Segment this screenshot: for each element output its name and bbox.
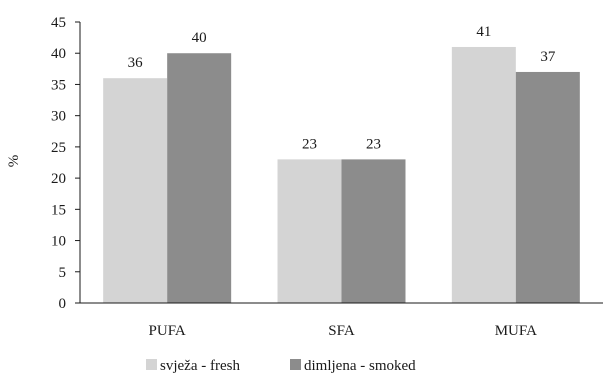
y-tick-label: 45 xyxy=(51,15,66,31)
y-tick-label: 35 xyxy=(51,77,66,93)
y-axis-ticks: 0 5 10 15 20 25 30 35 40 45 xyxy=(51,15,80,312)
bar-sfa-smoked xyxy=(341,159,406,303)
y-axis-title: % xyxy=(6,155,22,168)
data-label: 41 xyxy=(476,24,491,40)
legend-swatch-smoked xyxy=(290,359,301,370)
legend-label-fresh: svježa - fresh xyxy=(160,358,240,374)
data-labels-group: 36 40 23 23 41 37 xyxy=(128,24,556,152)
bars-group xyxy=(103,46,580,303)
y-tick-label: 25 xyxy=(51,140,66,156)
legend-label-smoked: dimljena - smoked xyxy=(304,358,416,374)
y-tick-label: 20 xyxy=(51,171,66,187)
bar-mufa-fresh xyxy=(451,46,516,303)
legend-swatch-fresh xyxy=(146,359,157,370)
y-tick-label: 10 xyxy=(51,234,66,250)
y-tick-label: 15 xyxy=(51,202,66,218)
y-tick-label: 5 xyxy=(59,265,67,281)
category-label-sfa: SFA xyxy=(328,323,355,339)
data-label: 37 xyxy=(540,49,556,65)
category-label-pufa: PUFA xyxy=(149,323,186,339)
bar-pufa-smoked xyxy=(167,53,232,303)
bar-pufa-fresh xyxy=(103,78,168,303)
y-tick-label: 30 xyxy=(51,109,66,125)
data-label: 40 xyxy=(192,30,207,46)
bar-sfa-fresh xyxy=(277,159,342,303)
category-label-mufa: MUFA xyxy=(495,323,537,339)
y-tick-label: 0 xyxy=(59,296,67,312)
category-labels-group: PUFA SFA MUFA xyxy=(149,323,538,339)
data-label: 23 xyxy=(302,136,317,152)
data-label: 36 xyxy=(128,55,144,71)
legend: svježa - fresh dimljena - smoked xyxy=(146,358,416,374)
y-tick-label: 40 xyxy=(51,46,66,62)
data-label: 23 xyxy=(366,136,381,152)
bar-mufa-smoked xyxy=(515,71,580,303)
